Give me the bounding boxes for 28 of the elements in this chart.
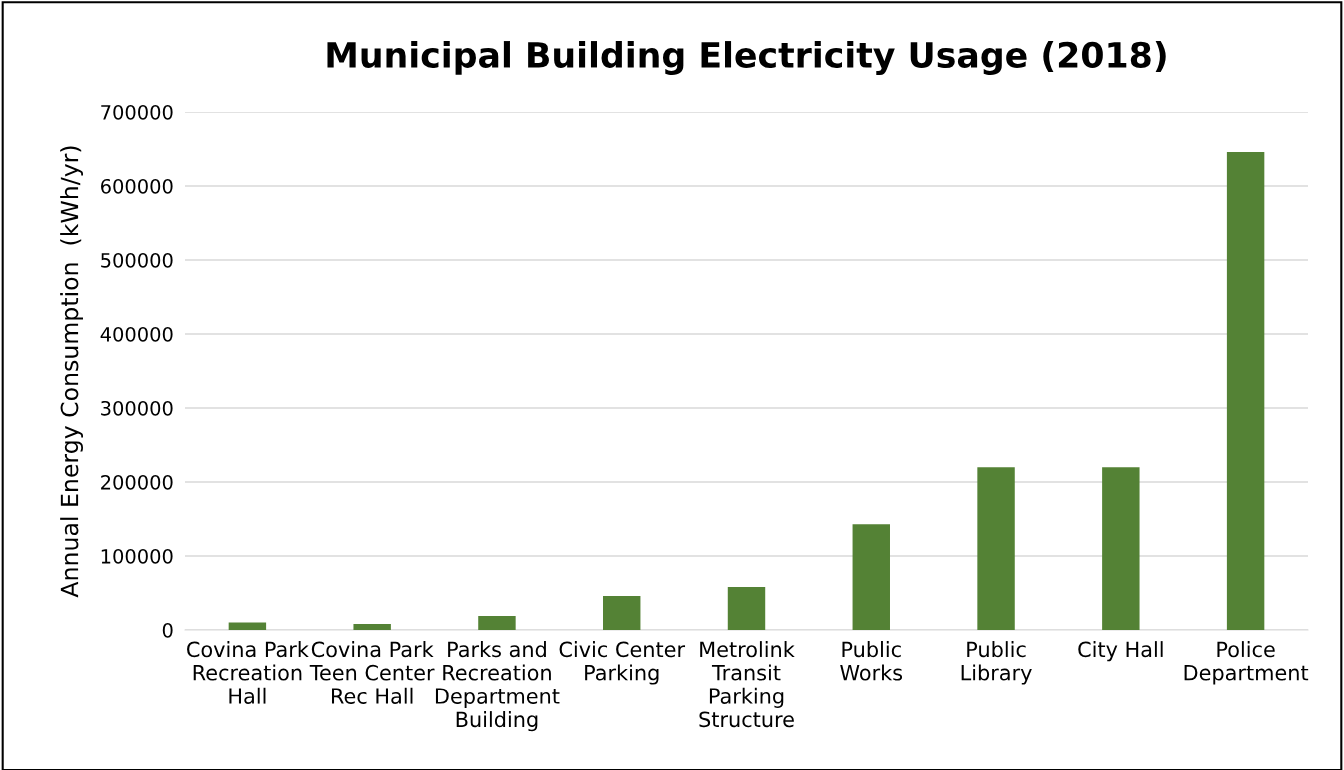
y-tick-label: 500000 — [101, 252, 173, 268]
x-tick-label: Metrolink Transit Parking Structure — [699, 641, 795, 728]
bar — [852, 524, 890, 630]
x-tick-label: Public Works — [840, 641, 903, 681]
bar — [478, 615, 516, 630]
y-tick-label: 0 — [162, 622, 173, 638]
x-tick-label: Police Department — [1184, 641, 1309, 685]
bar — [228, 622, 267, 630]
bar — [353, 624, 391, 630]
y-tick-label: 400000 — [100, 326, 173, 342]
x-tick-label: Civic Center Parking — [559, 641, 686, 685]
y-tick-label: 300000 — [101, 400, 173, 416]
y-axis-title: Annual Energy Consumption (kWh/yr) — [60, 146, 83, 598]
y-tick-label: 200000 — [101, 474, 173, 490]
x-tick-label: Public Library — [961, 641, 1032, 685]
x-tick-label: Parks and Recreation Department Building — [435, 641, 560, 732]
x-tick-label: Covina Park Recreation Hall — [187, 641, 309, 704]
bar — [977, 467, 1015, 630]
y-tick-label: 700000 — [101, 104, 173, 120]
y-tick-label: 600000 — [101, 178, 173, 194]
bar — [1102, 467, 1140, 630]
y-tick-label: 100000 — [101, 548, 173, 564]
bar — [1226, 151, 1265, 630]
bar — [603, 595, 641, 630]
x-tick-label: City Hall — [1078, 641, 1163, 662]
chart-title: Municipal Building Electricity Usage (2018) — [327, 41, 1166, 75]
x-tick-label: Covina Park Teen Center Rec Hall — [309, 641, 435, 704]
bar — [727, 587, 766, 630]
